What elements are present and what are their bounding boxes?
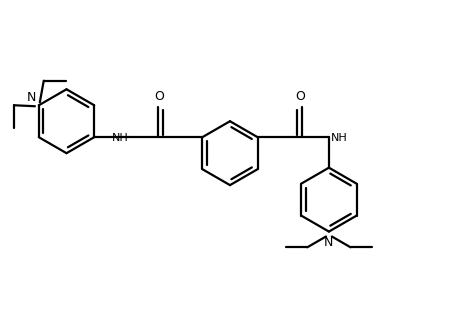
Text: O: O	[295, 90, 305, 103]
Text: NH: NH	[112, 133, 129, 143]
Text: N: N	[27, 91, 36, 104]
Text: O: O	[155, 90, 164, 103]
Text: N: N	[324, 236, 333, 249]
Text: NH: NH	[331, 133, 348, 143]
